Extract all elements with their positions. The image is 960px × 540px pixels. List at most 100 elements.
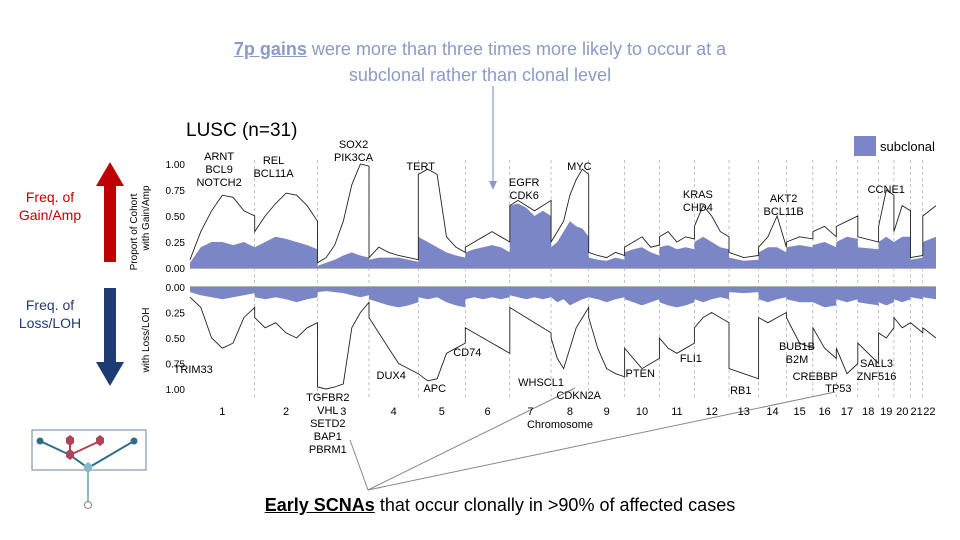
- chromosome-label: 18: [862, 406, 874, 418]
- legend-label: subclonal: [880, 139, 935, 154]
- gain-tick-label: 0.00: [166, 264, 186, 275]
- gain-gene-label: AKT2: [770, 193, 798, 205]
- loss-gene-label: SETD2: [310, 418, 345, 430]
- chromosome-label: 3: [340, 406, 346, 418]
- bottom-annotation: Early SCNAs that occur clonally in >90% …: [200, 495, 800, 516]
- loss-subclonal-area: [190, 287, 936, 308]
- gain-gene-label: BCL11A: [253, 168, 294, 180]
- loss-tick-label: 0.75: [166, 360, 186, 371]
- gain-gene-label: CCNE1: [868, 184, 905, 196]
- chromosome-label: 15: [794, 406, 806, 418]
- loss-gene-label: PTEN: [626, 368, 655, 380]
- gain-total-line: [189, 163, 937, 264]
- chromosome-label: 20: [896, 406, 908, 418]
- annotation-pointer-arrowhead: [489, 181, 497, 190]
- loss-gene-label: TRIM33: [174, 364, 213, 376]
- chromosome-label: 6: [484, 406, 490, 418]
- loss-tick-label: 0.00: [166, 283, 186, 294]
- chromosome-label: 7: [527, 406, 533, 418]
- chromosome-label: 10: [636, 406, 648, 418]
- gain-gene-label: EGFR: [509, 177, 540, 189]
- gain-gene-label: MYC: [567, 161, 592, 173]
- loss-total-line: [189, 296, 937, 390]
- chromosome-label: 21: [911, 406, 923, 418]
- loss-gene-label: ZNF516: [857, 371, 897, 383]
- chromosome-label: 14: [766, 406, 778, 418]
- y-axis-title-loss: with Loss/LOH: [141, 307, 152, 373]
- loss-gene-label: RB1: [730, 385, 751, 397]
- bottom-annotation-emphasis: Early SCNAs: [264, 495, 375, 515]
- gain-gene-label: PIK3CA: [334, 152, 374, 164]
- loss-gene-label: CD74: [453, 347, 481, 359]
- gain-side-label-line1: Freq. of: [25, 189, 75, 205]
- gain-gene-label: NOTCH2: [196, 177, 241, 189]
- phylogenetic-tree-icon: [31, 429, 147, 509]
- gain-gene-label: TERT: [406, 161, 435, 173]
- chromosome-label: 13: [738, 406, 750, 418]
- gain-gene-label: BCL11B: [764, 206, 804, 218]
- gain-gene-label: CHD4: [683, 202, 713, 214]
- gain-gene-label: BCL9: [205, 164, 233, 176]
- chart-title: LUSC (n=31): [186, 120, 298, 141]
- gain-subclonal-area: [190, 203, 936, 268]
- loss-side-label: Freq. of Loss/LOH: [10, 296, 90, 332]
- gain-tick-label: 1.00: [166, 160, 186, 171]
- loss-side-label-line2: Loss/LOH: [18, 315, 82, 331]
- loss-arrow-icon: [96, 288, 124, 386]
- loss-tick-label: 1.00: [166, 385, 186, 396]
- loss-gene-label: TP53: [825, 383, 851, 395]
- chromosome-label: 11: [671, 406, 682, 418]
- gain-gene-label: KRAS: [683, 189, 713, 201]
- loss-gene-label: B2M: [786, 354, 809, 366]
- gain-gene-label: CDK6: [510, 190, 539, 202]
- gain-gene-label: REL: [263, 155, 284, 167]
- chromosome-label: 1: [219, 406, 225, 418]
- gain-area-group: [189, 163, 937, 268]
- chromosome-label: 8: [567, 406, 573, 418]
- legend-swatch: [854, 136, 876, 156]
- top-annotation-emphasis: 7p gains: [233, 39, 307, 59]
- loss-gene-label: FLI1: [680, 353, 702, 365]
- loss-gene-label: CDKN2A: [556, 390, 601, 402]
- bottom-annotation-rest: that occur clonally in >90% of affected …: [374, 495, 736, 515]
- chromosome-label: 19: [880, 406, 892, 418]
- gain-gene-label: SOX2: [339, 139, 368, 151]
- chromosome-label: 4: [391, 406, 397, 418]
- gain-side-label-line2: Gain/Amp: [18, 207, 82, 223]
- loss-area-group: [189, 287, 937, 390]
- loss-gene-label: DUX4: [377, 370, 406, 382]
- loss-gene-label: SALL3: [860, 358, 893, 370]
- loss-gene-label: WHSCL1: [518, 377, 564, 389]
- gain-side-label: Freq. of Gain/Amp: [10, 188, 90, 224]
- loss-gene-label: BAP1: [314, 431, 342, 443]
- chromosome-label: 2: [283, 406, 289, 418]
- chromosome-label: 9: [604, 406, 610, 418]
- top-annotation: 7p gains were more than three times more…: [180, 36, 780, 88]
- chromosome-label: 16: [818, 406, 830, 418]
- gain-gene-label: ARNT: [204, 151, 234, 163]
- top-annotation-line1: were more than three times more likely t…: [306, 39, 727, 59]
- chromosome-label: 22: [923, 406, 935, 418]
- loss-gene-label: TGFBR2: [306, 392, 349, 404]
- top-annotation-line2: subclonal rather than clonal level: [348, 65, 612, 85]
- loss-gene-label: BUB1B: [779, 341, 815, 353]
- loss-side-label-line1: Freq. of: [25, 297, 75, 313]
- loss-gene-label: VHL: [317, 405, 338, 417]
- y-axis-title-gain-line2: with Gain/Amp: [141, 185, 152, 251]
- gain-arrow-icon: [96, 162, 124, 262]
- chromosome-label: 17: [841, 406, 853, 418]
- early-scna-arrows: [349, 387, 836, 491]
- loss-gene-label: PBRM1: [309, 444, 347, 456]
- gain-tick-label: 0.50: [166, 212, 186, 223]
- y-axis-title-gain-line1: Proport of Cohort: [129, 193, 140, 270]
- loss-tick-label: 0.50: [166, 334, 186, 345]
- chromosome-label: 12: [706, 406, 718, 418]
- chromosome-label: 5: [439, 406, 445, 418]
- loss-tick-label: 0.25: [166, 309, 186, 320]
- gain-tick-label: 0.25: [166, 238, 186, 249]
- loss-gene-label: APC: [423, 383, 446, 395]
- loss-gene-label: CREBBP: [793, 371, 838, 383]
- gain-tick-label: 0.75: [166, 186, 186, 197]
